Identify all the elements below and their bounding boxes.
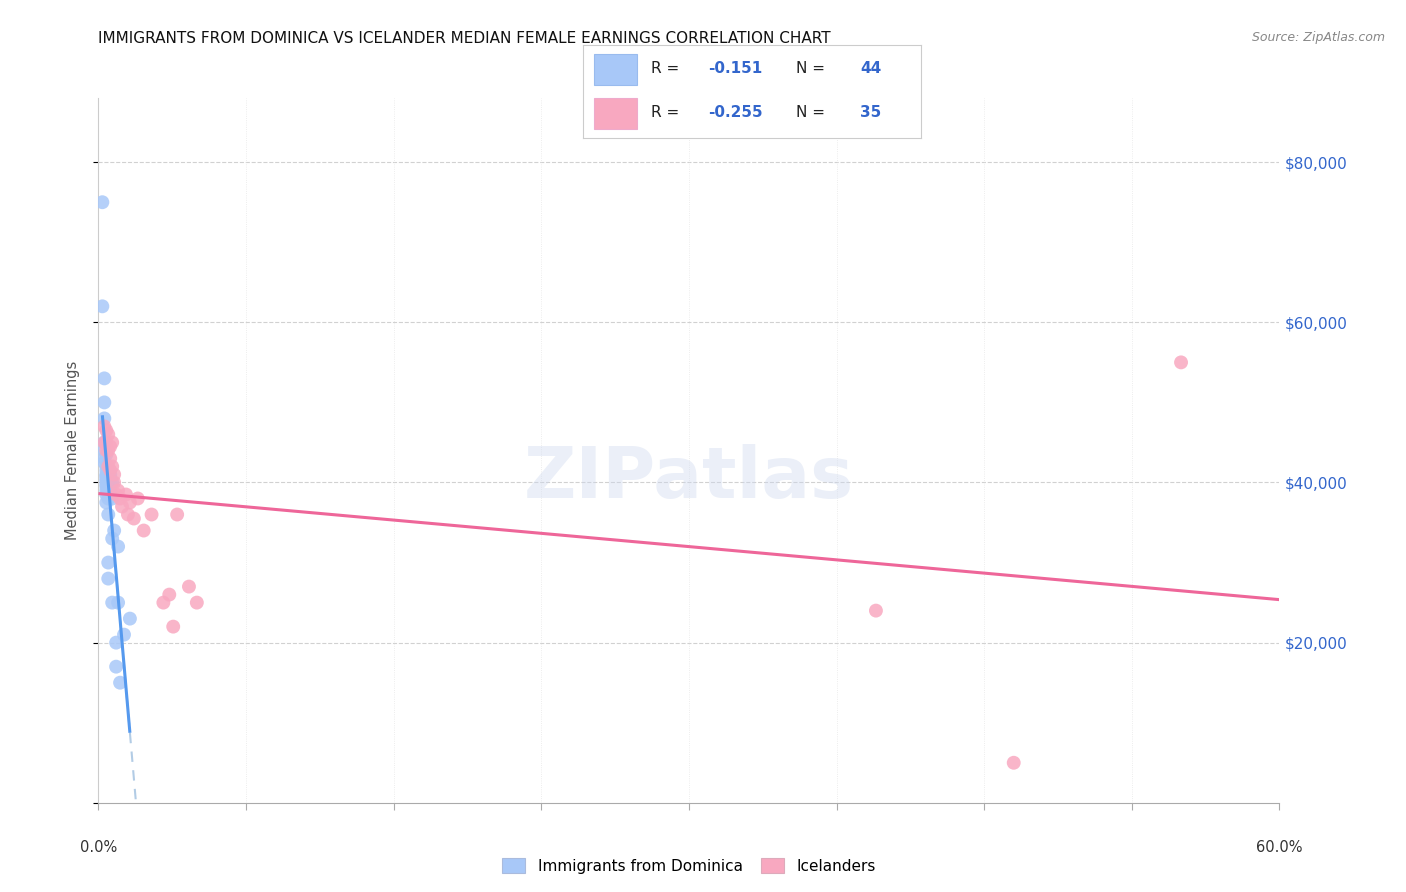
Point <box>108 491 131 506</box>
Point <box>157 588 180 602</box>
Point <box>96 467 118 482</box>
Point <box>91 299 114 313</box>
Point <box>96 479 118 493</box>
Point <box>93 371 115 385</box>
Text: -0.151: -0.151 <box>709 62 762 77</box>
Point <box>93 419 115 434</box>
Point <box>97 459 120 474</box>
Text: N =: N = <box>796 105 830 120</box>
Text: R =: R = <box>651 105 685 120</box>
Point <box>112 627 135 641</box>
Text: 0.0%: 0.0% <box>80 840 117 855</box>
Text: 44: 44 <box>860 62 882 77</box>
Point <box>93 435 115 450</box>
Point <box>115 487 138 501</box>
Point <box>118 612 141 626</box>
Text: R =: R = <box>651 62 685 77</box>
Point <box>101 491 124 506</box>
Point <box>93 443 115 458</box>
Text: -0.255: -0.255 <box>709 105 763 120</box>
Point <box>93 411 115 425</box>
Point <box>93 455 115 469</box>
Point <box>96 447 118 461</box>
Point <box>98 463 121 477</box>
Point <box>1170 355 1192 369</box>
Point <box>98 467 121 482</box>
Point <box>96 471 118 485</box>
Point <box>101 459 124 474</box>
Text: Source: ZipAtlas.com: Source: ZipAtlas.com <box>1251 31 1385 45</box>
Point <box>91 195 114 210</box>
Point <box>141 508 163 522</box>
FancyBboxPatch shape <box>593 54 637 85</box>
Text: 60.0%: 60.0% <box>1256 840 1303 855</box>
Point <box>117 508 139 522</box>
Point <box>97 475 120 490</box>
Point <box>105 487 128 501</box>
Point <box>1002 756 1025 770</box>
Y-axis label: Median Female Earnings: Median Female Earnings <box>65 361 80 540</box>
Point <box>97 483 120 498</box>
Point <box>101 532 124 546</box>
Point <box>107 540 129 554</box>
Point <box>152 596 174 610</box>
Point <box>103 475 125 490</box>
Point <box>96 487 118 501</box>
Point <box>96 483 118 498</box>
Point <box>96 463 118 477</box>
Point <box>101 475 124 490</box>
Text: ZIPatlas: ZIPatlas <box>524 444 853 513</box>
Point <box>97 508 120 522</box>
Point <box>93 395 115 409</box>
FancyBboxPatch shape <box>593 98 637 129</box>
Point <box>127 491 149 506</box>
Point <box>105 659 128 673</box>
Point <box>93 435 115 450</box>
Legend: Immigrants from Dominica, Icelanders: Immigrants from Dominica, Icelanders <box>496 852 882 880</box>
Point <box>96 469 118 483</box>
Point <box>96 459 118 474</box>
Point <box>96 495 118 509</box>
Point <box>107 596 129 610</box>
Point <box>122 511 145 525</box>
Point <box>93 451 115 466</box>
Point <box>132 524 155 538</box>
Text: N =: N = <box>796 62 830 77</box>
Point <box>186 596 208 610</box>
Point <box>111 500 134 514</box>
Point <box>97 443 120 458</box>
Point <box>96 477 118 491</box>
Point <box>105 635 128 649</box>
Point <box>101 435 124 450</box>
Point <box>98 451 121 466</box>
Point <box>98 475 121 490</box>
Text: 35: 35 <box>860 105 882 120</box>
Point <box>103 467 125 482</box>
Point <box>101 596 124 610</box>
Point <box>162 620 184 634</box>
Point <box>97 556 120 570</box>
Point <box>98 483 121 498</box>
Point <box>97 427 120 442</box>
Point <box>98 440 121 454</box>
Point <box>96 424 118 438</box>
Point <box>166 508 188 522</box>
Point <box>97 572 120 586</box>
Point <box>97 467 120 482</box>
Point <box>96 474 118 488</box>
Point <box>177 580 200 594</box>
Point <box>96 435 118 450</box>
Point <box>107 483 129 498</box>
Point <box>865 604 887 618</box>
Point <box>98 471 121 485</box>
Point <box>103 524 125 538</box>
Point <box>97 491 120 506</box>
Text: IMMIGRANTS FROM DOMINICA VS ICELANDER MEDIAN FEMALE EARNINGS CORRELATION CHART: IMMIGRANTS FROM DOMINICA VS ICELANDER ME… <box>98 31 831 46</box>
Point <box>118 495 141 509</box>
Point <box>108 675 131 690</box>
Point <box>96 443 118 458</box>
